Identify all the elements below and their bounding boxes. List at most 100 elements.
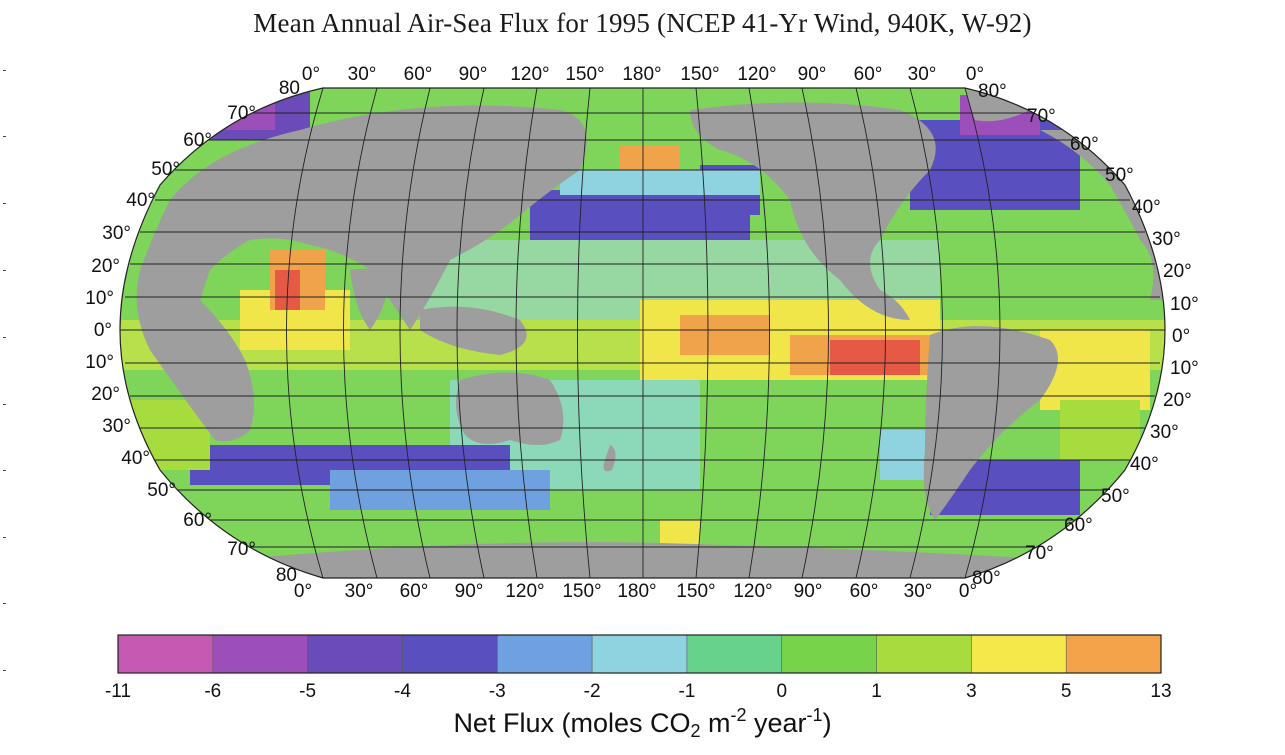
- top-longitude-labels: 0° 30° 60° 90° 120° 150° 180° 150° 120° …: [302, 64, 984, 85]
- lon-label: 150°: [680, 64, 719, 85]
- scan-mark: [3, 537, 6, 538]
- legend-swatch: [497, 635, 593, 673]
- lat-label: 70°: [227, 103, 256, 124]
- map-outline: [119, 87, 1166, 579]
- legend-swatch: [402, 635, 498, 673]
- lat-label: 30°: [1152, 229, 1181, 250]
- lon-label: 30°: [348, 64, 377, 85]
- legend-swatch: [1066, 635, 1162, 673]
- color-legend: -11 -6 -5 -4 -3 -2 -1 0 1 3 5 13: [105, 634, 1172, 702]
- lat-label: 40°: [126, 190, 155, 211]
- lat-label: 70°: [227, 539, 256, 560]
- lon-label: 120°: [737, 64, 776, 85]
- legend-swatch: [686, 635, 783, 673]
- scan-mark: [3, 270, 6, 271]
- unit-year: year: [746, 708, 807, 738]
- legend-unit-label: Net Flux (moles CO2 m-2 year-1): [0, 705, 1285, 742]
- lon-label: 60°: [854, 64, 883, 85]
- lat-label: 10°: [85, 288, 114, 309]
- legend-tick-label: -5: [299, 681, 316, 702]
- land: [136, 90, 1165, 578]
- graticule: [120, 88, 1165, 578]
- lat-label: 10°: [1170, 358, 1199, 379]
- scan-mark: [3, 203, 6, 204]
- unit-sup-1: -2: [730, 705, 747, 725]
- lat-label: 30°: [1150, 422, 1179, 443]
- lat-label: 80: [279, 78, 300, 99]
- map-body: [120, 88, 1165, 578]
- lat-label: 50°: [1105, 165, 1134, 186]
- legend-swatch: [118, 635, 214, 673]
- lat-label: 60°: [183, 130, 212, 151]
- lon-label: 150°: [676, 581, 715, 602]
- legend-tick-label: -1: [678, 681, 695, 702]
- lat-label: 50°: [147, 480, 176, 501]
- legend-tick-label: 5: [1061, 681, 1072, 702]
- lon-label: 60°: [404, 64, 433, 85]
- flux-field: [120, 90, 1165, 550]
- scan-mark: [3, 670, 6, 671]
- lat-label: 80: [276, 565, 297, 586]
- unit-sub: 2: [690, 721, 701, 741]
- legend-swatch: [781, 635, 878, 673]
- legend-frame: [117, 634, 1162, 674]
- lon-label: 120°: [505, 581, 544, 602]
- lon-label: 90°: [798, 64, 827, 85]
- scan-mark: [3, 470, 6, 471]
- lon-label: 0°: [966, 64, 984, 85]
- lon-label: 150°: [562, 581, 601, 602]
- legend-swatch: [307, 635, 403, 673]
- bottom-longitude-labels: 0° 30° 60° 90° 120° 150° 180° 150° 120° …: [294, 581, 977, 602]
- legend-tick-label: -11: [105, 681, 131, 702]
- lon-label: 150°: [565, 64, 604, 85]
- lon-label: 180°: [617, 581, 656, 602]
- lat-label: 70°: [1025, 543, 1054, 564]
- legend-tick-label: 0: [776, 681, 787, 702]
- lon-label: 120°: [510, 64, 549, 85]
- lat-label: 60°: [1064, 515, 1093, 536]
- lat-label: 20°: [1163, 261, 1192, 282]
- scan-mark: [3, 337, 6, 338]
- lat-label: 70°: [1027, 106, 1056, 127]
- legend-tick-label: 13: [1150, 681, 1171, 702]
- left-latitude-labels: 80 70° 60° 50° 40° 30° 20° 10° 0° 10° 20…: [85, 78, 300, 586]
- lon-label: 60°: [400, 581, 429, 602]
- legend-swatches: [117, 635, 1162, 673]
- lat-label: 20°: [91, 384, 120, 405]
- lon-label: 30°: [904, 581, 933, 602]
- lon-label: 90°: [794, 581, 823, 602]
- lat-label: 10°: [85, 352, 114, 373]
- legend-swatch: [876, 635, 972, 673]
- unit-sup-2: -1: [806, 705, 823, 725]
- lon-label: 60°: [850, 581, 879, 602]
- legend-tick-label: -3: [489, 681, 506, 702]
- unit-m: m: [700, 708, 731, 738]
- legend-swatch: [971, 635, 1067, 673]
- lat-label: 60°: [183, 510, 212, 531]
- map-title: Mean Annual Air-Sea Flux for 1995 (NCEP …: [253, 8, 1032, 38]
- lon-label: 180°: [622, 64, 661, 85]
- lon-label: 0°: [302, 64, 320, 85]
- unit-prefix: Net Flux (moles CO: [453, 708, 691, 738]
- lat-label: 10°: [1170, 294, 1199, 315]
- lat-label: 30°: [102, 223, 131, 244]
- lat-label: 30°: [102, 416, 131, 437]
- lat-label: 80°: [978, 81, 1007, 102]
- lon-label: 120°: [733, 581, 772, 602]
- lat-label: 0°: [94, 320, 112, 341]
- lon-label: 30°: [908, 64, 937, 85]
- lon-label: 0°: [294, 581, 312, 602]
- lat-label: 40°: [1130, 454, 1159, 475]
- legend-swatch: [212, 635, 309, 673]
- lat-label: 80°: [972, 568, 1001, 589]
- legend-tick-label: 3: [966, 681, 977, 702]
- lat-label: 0°: [1172, 326, 1190, 347]
- scan-mark: [3, 404, 6, 405]
- scan-mark: [3, 136, 6, 137]
- scan-mark: [3, 603, 6, 604]
- legend-tick-label: -4: [394, 681, 411, 702]
- lat-label: 40°: [121, 448, 150, 469]
- legend-tick-label: -2: [584, 681, 601, 702]
- unit-suffix: ): [822, 708, 832, 738]
